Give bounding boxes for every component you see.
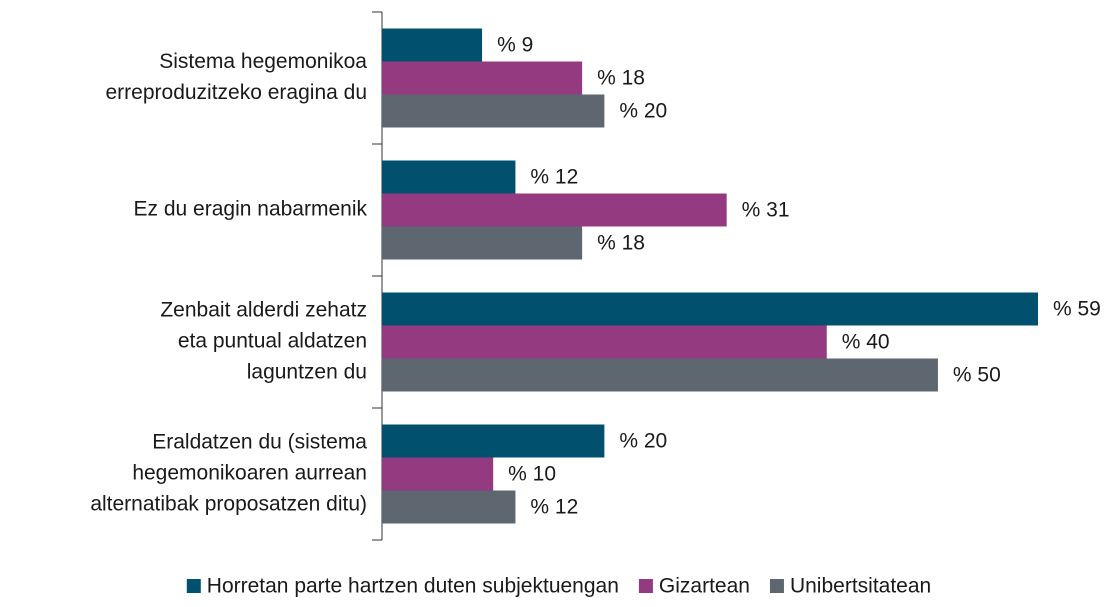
- bar: [382, 292, 1038, 326]
- value-label: % 12: [530, 166, 578, 189]
- legend-label: Horretan parte hartzen duten subjektueng…: [207, 575, 619, 598]
- category-label: eta puntual aldatzen: [178, 330, 367, 353]
- value-label: % 40: [842, 331, 890, 354]
- legend-swatch: [638, 579, 653, 593]
- category-label: Ez du eragin nabarmenik: [134, 198, 368, 221]
- value-label: % 31: [742, 199, 790, 222]
- bar: [382, 325, 827, 359]
- bar: [382, 490, 516, 524]
- legend-label: Gizartean: [659, 575, 750, 598]
- value-label: % 9: [497, 34, 533, 57]
- category-label: erreproduzitzeko eragina du: [106, 81, 368, 104]
- bar: [382, 358, 938, 392]
- bar: [382, 457, 494, 491]
- value-label: % 12: [530, 496, 578, 519]
- category-label: Eraldatzen du (sistema: [152, 431, 367, 454]
- bar: [382, 424, 605, 458]
- value-label: % 10: [508, 463, 556, 486]
- category-label: alternatibak proposatzen ditu): [90, 493, 367, 516]
- category-label: Zenbait alderdi zehatz: [160, 299, 367, 322]
- category-label: laguntzen du: [247, 361, 367, 384]
- value-label: % 18: [597, 67, 645, 90]
- value-label: % 20: [619, 430, 667, 453]
- bar: [382, 226, 583, 260]
- bar: [382, 28, 483, 62]
- legend-swatch: [186, 579, 201, 593]
- bar: [382, 61, 583, 95]
- value-label: % 18: [597, 232, 645, 255]
- value-label: % 50: [953, 364, 1001, 387]
- category-label: hegemonikoaren aurrean: [132, 462, 367, 485]
- legend-swatch: [769, 579, 784, 593]
- bar: [382, 160, 516, 194]
- value-label: % 20: [619, 100, 667, 123]
- value-label: % 59: [1053, 298, 1101, 321]
- bar: [382, 94, 605, 128]
- legend-label: Unibertsitatean: [790, 575, 931, 598]
- bar: [382, 193, 727, 227]
- category-label: Sistema hegemonikoa: [159, 50, 367, 73]
